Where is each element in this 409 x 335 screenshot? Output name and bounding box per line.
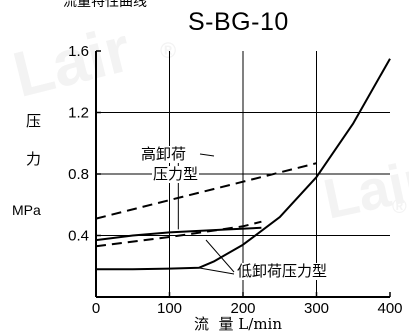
x-tick-label-0: 0: [92, 300, 100, 317]
x-tick-label-3: 300: [304, 300, 329, 317]
annotation-high-line-1: 高卸荷: [140, 145, 188, 163]
x-tick-label-1: 100: [157, 300, 182, 317]
leader-line-low-upper: [205, 239, 235, 273]
figure-caption: 流量特性曲线: [63, 0, 147, 10]
y-tick-label-0: 0.4: [68, 228, 89, 245]
ylabel-unit: MPa: [12, 202, 41, 218]
x-tick-label-4: 400: [377, 300, 402, 317]
ylabel-char-1: 压: [26, 112, 42, 130]
series-lines: [95, 58, 391, 275]
tick-labels: 0 100 200 300 400 0.4 0.8 1.2 1.6: [68, 43, 402, 317]
x-tick-label-2: 200: [230, 300, 255, 317]
x-axis-label: 流 量 L/min: [194, 315, 283, 333]
chart-title: S-BG-10: [188, 8, 289, 36]
y-tick-label-1: 0.8: [68, 166, 89, 183]
axes: [95, 50, 391, 298]
watermark-registered-mark-right: ®: [392, 196, 407, 218]
series-line-0: [95, 162, 317, 220]
y-tick-label-2: 1.2: [68, 105, 89, 122]
leader-line-low-lower: [197, 267, 235, 275]
series-line-3: [96, 58, 391, 271]
grid-lines: [96, 51, 390, 297]
series-line-1: [95, 220, 262, 248]
annotation-low: 低卸荷压力型: [236, 262, 329, 280]
watermark-registered-mark-top: ®: [160, 38, 177, 63]
series-line-2: [95, 226, 262, 242]
y-tick-label-3: 1.6: [68, 43, 89, 60]
ylabel-char-2: 力: [26, 150, 42, 168]
leader-line-high-top: [199, 153, 215, 157]
annotation-high-line-2: 压力型: [152, 165, 200, 183]
